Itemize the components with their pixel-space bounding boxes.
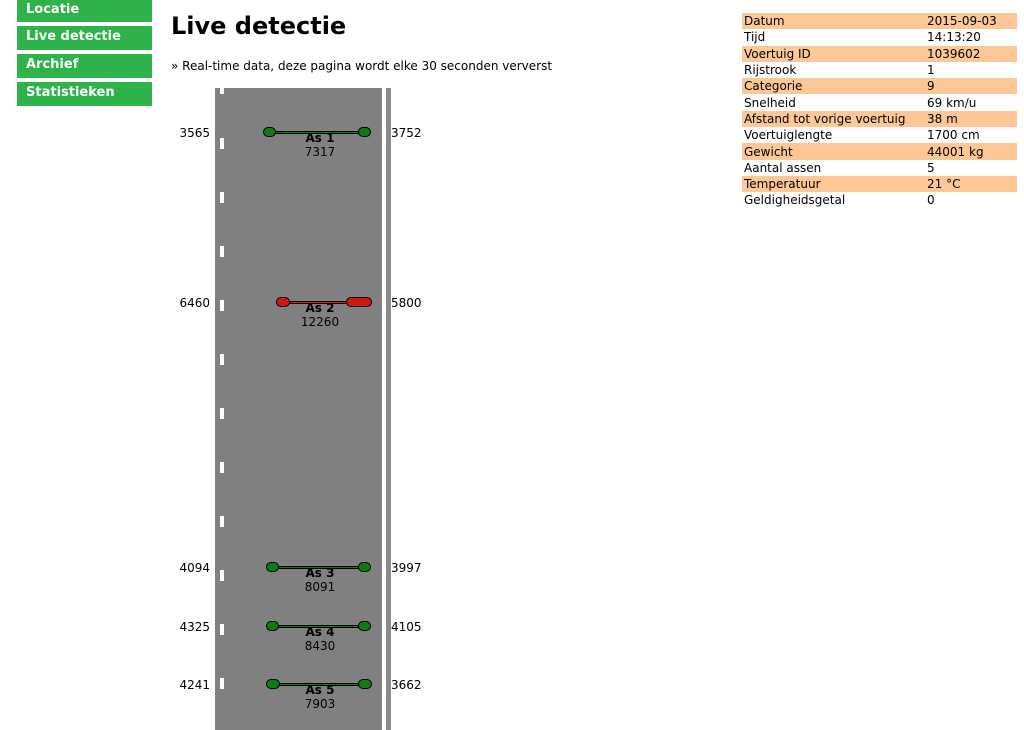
right-wheel-load: 4105: [391, 620, 422, 634]
info-value: 9: [925, 78, 1017, 95]
info-value: 69 km/u: [927, 95, 977, 110]
info-key: Temperatuur: [742, 175, 925, 193]
info-row: Voertuiglengte 1700 cm: [742, 127, 1017, 143]
left-wheel-icon: [276, 297, 290, 307]
axle-label: As 5: [305, 683, 335, 697]
info-value: 44001 kg: [925, 143, 1017, 160]
left-wheel-load: 6460: [179, 296, 210, 310]
lane-dash: [220, 570, 224, 581]
right-wheel-icon: [358, 127, 371, 137]
lane-dash: [220, 138, 224, 149]
right-wheel-icon: [358, 562, 371, 572]
left-wheel-icon: [266, 562, 279, 572]
right-wheel-icon: [358, 679, 372, 689]
axle-bar: [278, 566, 359, 569]
lane-dash: [220, 408, 224, 419]
axle-bar: [289, 301, 347, 304]
axle-weight: 7317: [304, 145, 336, 159]
info-key: Gewicht: [742, 143, 925, 160]
axle-weight: 8430: [304, 639, 336, 653]
axle-bar: [275, 131, 359, 134]
info-key: Tijd: [744, 30, 766, 45]
axle-bar: [279, 683, 359, 686]
info-key: Aantal assen: [744, 160, 822, 175]
info-key: Afstand tot vorige voertuig: [742, 110, 925, 128]
info-row: Voertuig ID 1039602: [742, 45, 1017, 62]
left-wheel-icon: [266, 621, 279, 631]
info-key: Voertuig ID: [742, 45, 925, 62]
lane-dash: [220, 354, 224, 365]
info-key: Datum: [742, 13, 925, 30]
side-nav: Locatie Live detectie Archief Statistiek…: [17, 0, 152, 110]
right-wheel-load: 5800: [391, 296, 422, 310]
info-key: Voertuiglengte: [744, 128, 833, 143]
info-key: Geldigheidsgetal: [744, 193, 846, 208]
info-row: Rijstrook 1: [742, 62, 1017, 78]
info-value: 2015-09-03: [925, 13, 1017, 30]
right-wheel-icon: [346, 297, 372, 307]
left-wheel-icon: [266, 679, 280, 689]
info-key: Categorie: [742, 78, 925, 95]
right-wheel-load: 3752: [391, 126, 422, 140]
axle-label: As 1: [305, 131, 335, 145]
info-value: 1039602: [925, 45, 1017, 62]
lane-dash: [220, 246, 224, 257]
axle-weight: 8091: [304, 580, 336, 594]
axle-label: As 4: [305, 625, 335, 639]
vehicle-info-table: Datum 2015-09-03 Tijd 14:13:20 Voertuig ID 10…: [742, 13, 1017, 209]
page-subtitle: » Real-time data, deze pagina wordt elke…: [171, 59, 553, 73]
axle-weight: 7903: [304, 697, 336, 711]
right-wheel-icon: [358, 621, 371, 631]
info-value: 38 m: [925, 110, 1017, 128]
info-row: Geldigheidsgetal 0: [742, 192, 1017, 208]
axle-label: As 2: [305, 301, 335, 315]
nav-item-live-detectie[interactable]: Live detectie: [17, 26, 152, 50]
nav-item-archief[interactable]: Archief: [17, 54, 152, 78]
info-value: 5: [927, 160, 935, 175]
axle-bar: [278, 625, 359, 628]
info-value: 0: [927, 193, 935, 208]
lane-dash: [220, 624, 224, 635]
left-wheel-load: 4094: [179, 561, 210, 575]
axle-label: As 3: [305, 566, 335, 580]
info-row: Gewicht 44001 kg: [742, 143, 1017, 160]
road-edge-line: [386, 88, 391, 730]
lane-dash: [220, 678, 224, 689]
info-value: 1700 cm: [927, 128, 980, 143]
info-key: Snelheid: [744, 95, 796, 110]
page-title: Live detectie: [171, 12, 347, 40]
right-wheel-load: 3662: [391, 678, 422, 692]
nav-item-locatie[interactable]: Locatie: [17, 0, 152, 22]
left-wheel-load: 3565: [179, 126, 210, 140]
info-row: Categorie 9: [742, 78, 1017, 95]
info-row: Snelheid 69 km/u: [742, 94, 1017, 110]
right-wheel-load: 3997: [391, 561, 422, 575]
info-row: Tijd 14:13:20: [742, 29, 1017, 45]
left-wheel-icon: [263, 127, 276, 137]
info-row: Aantal assen 5: [742, 160, 1017, 176]
lane-dash: [220, 300, 224, 311]
info-row: Afstand tot vorige voertuig 38 m: [742, 110, 1017, 128]
lane-dash: [220, 462, 224, 473]
left-wheel-load: 4241: [179, 678, 210, 692]
axle-weight: 12260: [300, 315, 340, 329]
nav-item-statistieken[interactable]: Statistieken: [17, 82, 152, 106]
lane-dash: [220, 192, 224, 203]
road-lane: [215, 88, 382, 730]
info-key: Rijstrook: [744, 63, 797, 78]
lane-dash: [220, 88, 224, 94]
left-wheel-load: 4325: [179, 620, 210, 634]
info-value: 14:13:20: [927, 30, 981, 45]
info-row: Datum 2015-09-03: [742, 13, 1017, 30]
info-value: 1: [927, 63, 935, 78]
lane-dash: [220, 516, 224, 527]
info-row: Temperatuur 21 °C: [742, 175, 1017, 193]
info-value: 21 °C: [925, 175, 1017, 193]
